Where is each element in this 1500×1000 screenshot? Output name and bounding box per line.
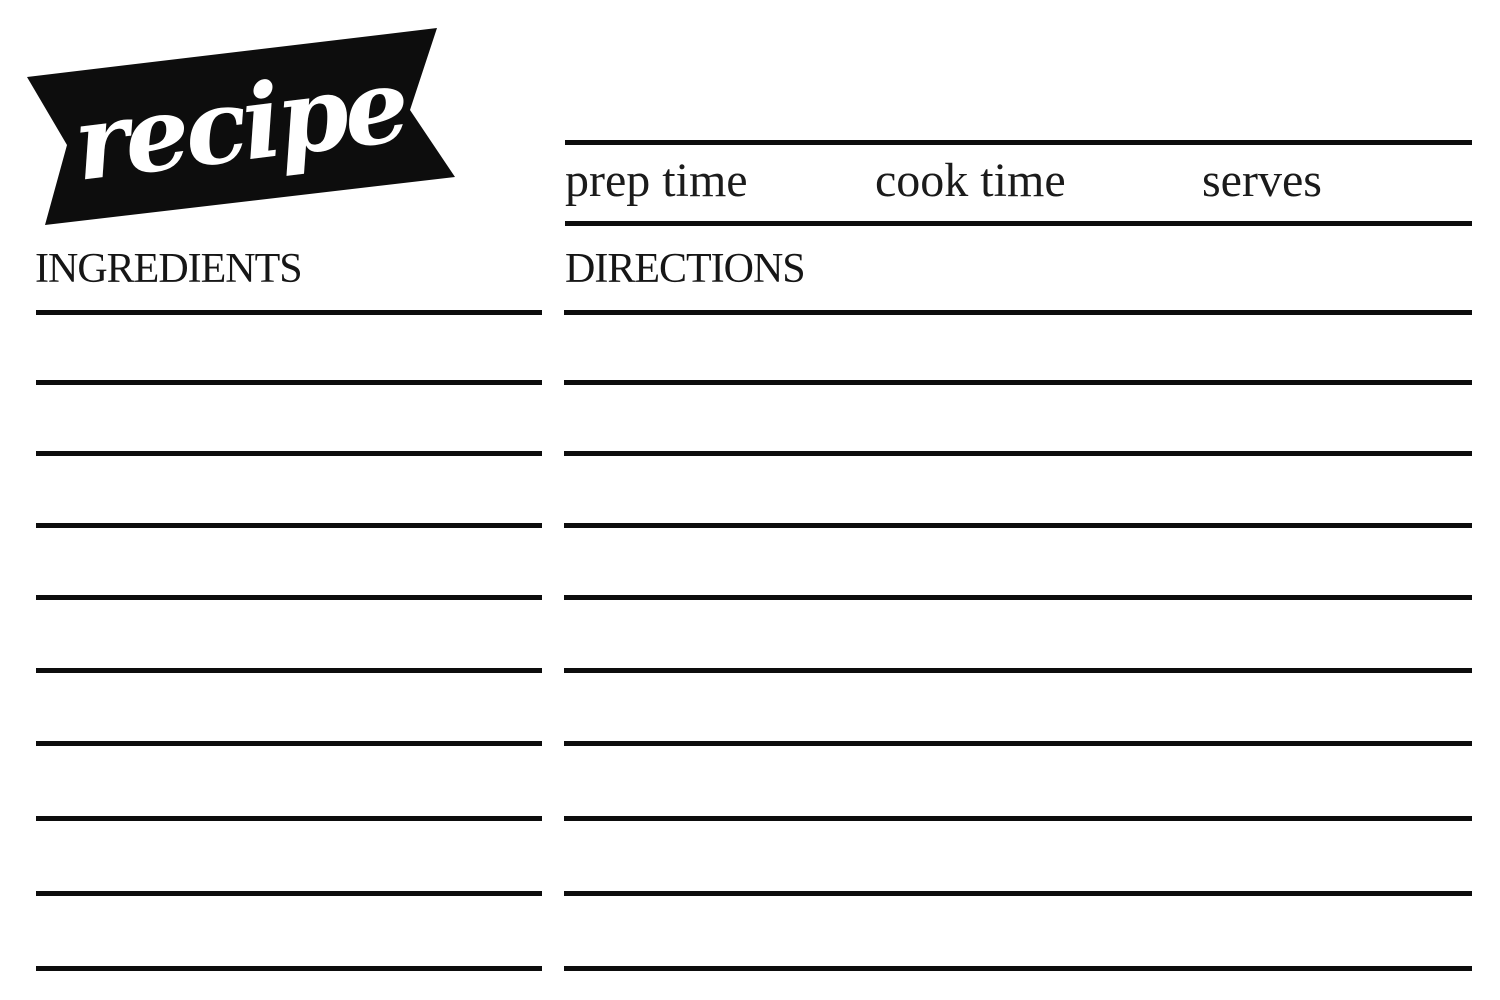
ruled-line bbox=[36, 966, 542, 971]
directions-lines bbox=[564, 0, 1472, 1000]
ruled-line bbox=[36, 523, 542, 528]
ruled-line bbox=[564, 816, 1472, 821]
ruled-line bbox=[36, 668, 542, 673]
meta-row: prep time cook time serves bbox=[565, 155, 1472, 215]
ruled-line bbox=[36, 451, 542, 456]
ingredients-heading: INGREDIENTS bbox=[35, 246, 303, 292]
ruled-line bbox=[564, 668, 1472, 673]
ruled-line bbox=[36, 741, 542, 746]
meta-rule-bottom bbox=[565, 221, 1472, 226]
prep-time-label: prep time bbox=[565, 154, 748, 207]
ruled-line bbox=[36, 310, 542, 315]
recipe-banner: recipe bbox=[27, 28, 455, 225]
directions-heading: DIRECTIONS bbox=[565, 246, 806, 292]
serves-label: serves bbox=[1202, 154, 1322, 207]
ruled-line bbox=[36, 891, 542, 896]
meta-rule-top bbox=[565, 140, 1472, 145]
banner-ribbon-shape bbox=[27, 28, 455, 225]
ruled-line bbox=[564, 891, 1472, 896]
ingredients-lines bbox=[36, 0, 542, 1000]
ruled-line bbox=[564, 595, 1472, 600]
ruled-line bbox=[564, 523, 1472, 528]
ruled-line bbox=[564, 451, 1472, 456]
ruled-line bbox=[564, 380, 1472, 385]
ruled-line bbox=[564, 966, 1472, 971]
ruled-line bbox=[36, 816, 542, 821]
ruled-line bbox=[564, 741, 1472, 746]
ruled-line bbox=[36, 380, 542, 385]
ruled-line bbox=[564, 310, 1472, 315]
cook-time-label: cook time bbox=[875, 154, 1066, 207]
ruled-line bbox=[36, 595, 542, 600]
